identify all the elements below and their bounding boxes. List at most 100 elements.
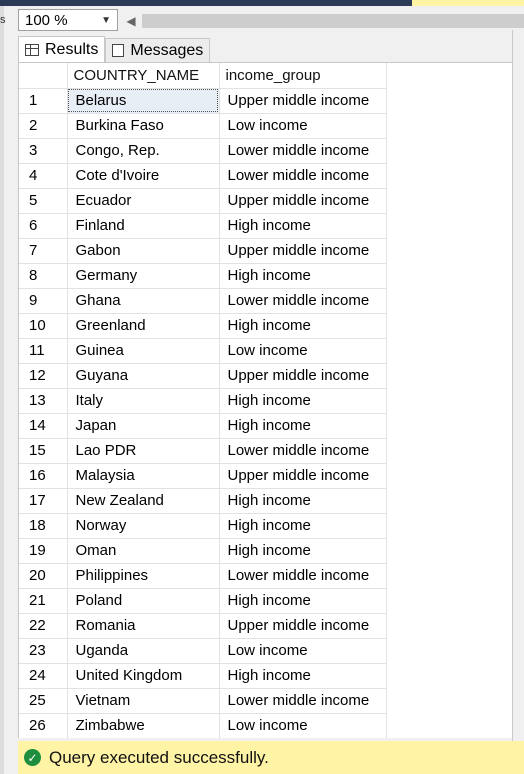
scroll-left-icon[interactable]: ◀: [126, 14, 136, 28]
income-group-cell[interactable]: High income: [219, 313, 387, 339]
country-name-cell[interactable]: Guyana: [67, 363, 220, 389]
income-group-cell[interactable]: Lower middle income: [219, 288, 387, 314]
table-row[interactable]: 13 Italy High income: [19, 388, 387, 414]
row-number-cell[interactable]: 1: [19, 88, 68, 114]
country-name-cell[interactable]: Norway: [67, 513, 220, 539]
row-number-header[interactable]: [19, 63, 68, 89]
row-number-cell[interactable]: 10: [19, 313, 68, 339]
row-number-cell[interactable]: 13: [19, 388, 68, 414]
country-name-cell[interactable]: Guinea: [67, 338, 220, 364]
table-row[interactable]: 12 Guyana Upper middle income: [19, 363, 387, 389]
country-name-cell[interactable]: Cote d'Ivoire: [67, 163, 220, 189]
table-row[interactable]: 18 Norway High income: [19, 513, 387, 539]
row-number-cell[interactable]: 22: [19, 613, 68, 639]
income-group-cell[interactable]: Upper middle income: [219, 188, 387, 214]
row-number-cell[interactable]: 26: [19, 713, 68, 738]
country-name-cell[interactable]: Italy: [67, 388, 220, 414]
income-group-cell[interactable]: Low income: [219, 338, 387, 364]
income-group-cell[interactable]: High income: [219, 588, 387, 614]
income-group-cell[interactable]: Upper middle income: [219, 363, 387, 389]
row-number-cell[interactable]: 18: [19, 513, 68, 539]
country-name-cell[interactable]: New Zealand: [67, 488, 220, 514]
income-group-cell[interactable]: High income: [219, 513, 387, 539]
country-name-cell[interactable]: Belarus: [67, 88, 220, 114]
country-name-cell[interactable]: Oman: [67, 538, 220, 564]
row-number-cell[interactable]: 4: [19, 163, 68, 189]
table-row[interactable]: 9 Ghana Lower middle income: [19, 288, 387, 314]
income-group-cell[interactable]: High income: [219, 538, 387, 564]
income-group-cell[interactable]: Low income: [219, 713, 387, 738]
income-group-cell[interactable]: Lower middle income: [219, 563, 387, 589]
income-group-cell[interactable]: Lower middle income: [219, 438, 387, 464]
table-row[interactable]: 5 Ecuador Upper middle income: [19, 188, 387, 214]
country-name-cell[interactable]: Malaysia: [67, 463, 220, 489]
country-name-cell[interactable]: Ecuador: [67, 188, 220, 214]
column-header-income-group[interactable]: income_group: [219, 63, 387, 89]
income-group-cell[interactable]: High income: [219, 213, 387, 239]
country-name-cell[interactable]: Congo, Rep.: [67, 138, 220, 164]
table-row[interactable]: 21 Poland High income: [19, 588, 387, 614]
table-row[interactable]: 20 Philippines Lower middle income: [19, 563, 387, 589]
scrollbar-thumb[interactable]: [142, 14, 524, 28]
income-group-cell[interactable]: High income: [219, 413, 387, 439]
income-group-cell[interactable]: Upper middle income: [219, 238, 387, 264]
country-name-cell[interactable]: Finland: [67, 213, 220, 239]
country-name-cell[interactable]: Zimbabwe: [67, 713, 220, 738]
column-header-country-name[interactable]: COUNTRY_NAME: [67, 63, 220, 89]
table-row[interactable]: 2 Burkina Faso Low income: [19, 113, 387, 139]
country-name-cell[interactable]: Romania: [67, 613, 220, 639]
table-row[interactable]: 3 Congo, Rep. Lower middle income: [19, 138, 387, 164]
country-name-cell[interactable]: Japan: [67, 413, 220, 439]
table-row[interactable]: 22 Romania Upper middle income: [19, 613, 387, 639]
table-row[interactable]: 25 Vietnam Lower middle income: [19, 688, 387, 714]
row-number-cell[interactable]: 19: [19, 538, 68, 564]
row-number-cell[interactable]: 8: [19, 263, 68, 289]
income-group-cell[interactable]: Lower middle income: [219, 163, 387, 189]
row-number-cell[interactable]: 5: [19, 188, 68, 214]
row-number-cell[interactable]: 23: [19, 638, 68, 664]
country-name-cell[interactable]: Burkina Faso: [67, 113, 220, 139]
income-group-cell[interactable]: Low income: [219, 638, 387, 664]
table-row[interactable]: 8 Germany High income: [19, 263, 387, 289]
zoom-select[interactable]: 100 % ▼: [18, 9, 118, 31]
row-number-cell[interactable]: 20: [19, 563, 68, 589]
row-number-cell[interactable]: 2: [19, 113, 68, 139]
country-name-cell[interactable]: Germany: [67, 263, 220, 289]
income-group-cell[interactable]: High income: [219, 263, 387, 289]
table-row[interactable]: 4 Cote d'Ivoire Lower middle income: [19, 163, 387, 189]
income-group-cell[interactable]: High income: [219, 488, 387, 514]
results-grid[interactable]: COUNTRY_NAME income_group 1 Belarus Upper …: [18, 62, 524, 738]
country-name-cell[interactable]: Ghana: [67, 288, 220, 314]
row-number-cell[interactable]: 6: [19, 213, 68, 239]
table-row[interactable]: 19 Oman High income: [19, 538, 387, 564]
tab-messages[interactable]: Messages: [105, 38, 211, 62]
table-row[interactable]: 26 Zimbabwe Low income: [19, 713, 387, 738]
row-number-cell[interactable]: 25: [19, 688, 68, 714]
income-group-cell[interactable]: High income: [219, 388, 387, 414]
table-row[interactable]: 1 Belarus Upper middle income: [19, 88, 387, 114]
row-number-cell[interactable]: 16: [19, 463, 68, 489]
row-number-cell[interactable]: 15: [19, 438, 68, 464]
income-group-cell[interactable]: Lower middle income: [219, 688, 387, 714]
table-row[interactable]: 6 Finland High income: [19, 213, 387, 239]
table-row[interactable]: 17 New Zealand High income: [19, 488, 387, 514]
income-group-cell[interactable]: Upper middle income: [219, 88, 387, 114]
country-name-cell[interactable]: Uganda: [67, 638, 220, 664]
income-group-cell[interactable]: Low income: [219, 113, 387, 139]
country-name-cell[interactable]: Vietnam: [67, 688, 220, 714]
table-row[interactable]: 10 Greenland High income: [19, 313, 387, 339]
table-row[interactable]: 14 Japan High income: [19, 413, 387, 439]
tab-results[interactable]: Results: [18, 36, 106, 62]
table-row[interactable]: 23 Uganda Low income: [19, 638, 387, 664]
country-name-cell[interactable]: United Kingdom: [67, 663, 220, 689]
income-group-cell[interactable]: High income: [219, 663, 387, 689]
table-row[interactable]: 11 Guinea Low income: [19, 338, 387, 364]
table-row[interactable]: 24 United Kingdom High income: [19, 663, 387, 689]
row-number-cell[interactable]: 3: [19, 138, 68, 164]
country-name-cell[interactable]: Lao PDR: [67, 438, 220, 464]
income-group-cell[interactable]: Upper middle income: [219, 613, 387, 639]
row-number-cell[interactable]: 9: [19, 288, 68, 314]
income-group-cell[interactable]: Lower middle income: [219, 138, 387, 164]
row-number-cell[interactable]: 11: [19, 338, 68, 364]
income-group-cell[interactable]: Upper middle income: [219, 463, 387, 489]
